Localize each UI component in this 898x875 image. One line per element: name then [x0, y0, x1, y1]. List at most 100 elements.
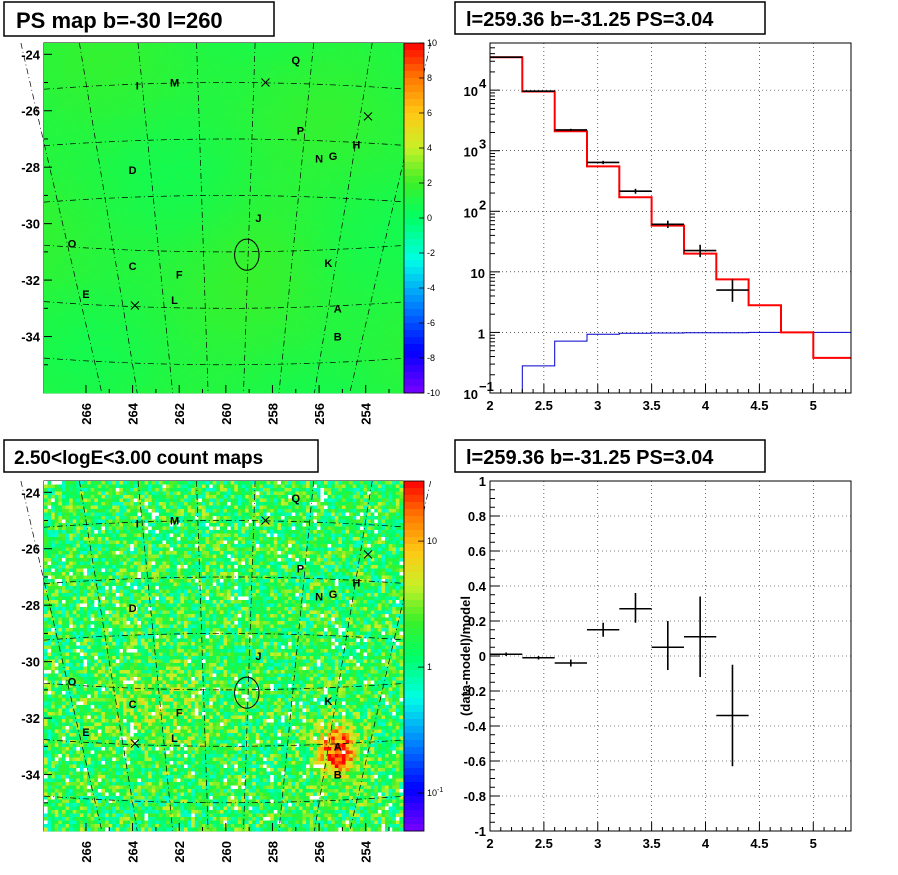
map-pixel: [179, 128, 185, 133]
map-pixel: [111, 299, 117, 304]
map-pixel: [135, 46, 141, 52]
map-pixel: [143, 260, 149, 266]
map-pixel: [211, 50, 216, 56]
map-pixel: [63, 74, 69, 79]
map-pixel: [63, 140, 69, 145]
map-pixel: [131, 221, 137, 227]
map-pixel: [47, 389, 53, 394]
map-pixel: [239, 295, 244, 301]
map-pixel: [107, 221, 113, 227]
map-pixel: [263, 155, 268, 161]
map-pixel: [255, 167, 260, 172]
map-pixel: [207, 183, 212, 188]
map-pixel: [215, 70, 220, 75]
map-pixel: [155, 132, 161, 137]
map-pixel: [119, 280, 125, 285]
map-pixel: [127, 159, 133, 164]
map-pixel: [51, 237, 57, 242]
map-pixel: [143, 179, 149, 184]
map-pixel: [159, 276, 165, 281]
map-pixel: [191, 303, 196, 308]
map-pixel: [127, 155, 133, 161]
map-pixel: [47, 218, 53, 223]
map-pixel: [135, 303, 141, 308]
map-pixel: [231, 140, 236, 145]
map-pixel: [63, 144, 69, 149]
map-pixel: [63, 342, 69, 347]
map-pixel: [59, 120, 65, 126]
map-pixel: [231, 128, 236, 133]
map-pixel: [235, 144, 240, 149]
map-pixel: [51, 225, 57, 231]
map-pixel: [51, 315, 57, 320]
map-pixel: [59, 311, 65, 316]
map-pixel: [47, 338, 53, 343]
map-pixel: [51, 253, 57, 258]
map-pixel: [139, 334, 145, 339]
map-pixel: [99, 128, 105, 133]
map-pixel: [95, 128, 101, 133]
map-pixel: [91, 120, 97, 126]
map-pixel: [259, 124, 264, 129]
map-pixel: [175, 346, 181, 351]
map-pixel: [131, 330, 137, 336]
map-pixel: [67, 385, 73, 390]
map-pixel: [91, 109, 97, 114]
map-pixel: [127, 264, 133, 269]
map-pixel: [251, 136, 256, 141]
map-pixel: [183, 194, 188, 199]
map-pixel: [151, 334, 157, 339]
map-pixel: [215, 167, 220, 172]
map-pixel: [59, 97, 65, 102]
map-pixel: [95, 136, 101, 141]
map-pixel: [107, 288, 113, 293]
map-pixel: [235, 140, 240, 145]
map-pixel: [119, 136, 125, 141]
map-pixel: [203, 93, 208, 98]
map-pixel: [67, 276, 73, 281]
map-pixel: [55, 46, 61, 52]
map-pixel: [87, 89, 93, 94]
map-pixel: [207, 151, 212, 157]
map-pixel: [223, 346, 228, 351]
map-pixel: [127, 46, 133, 52]
map-pixel: [255, 128, 260, 133]
map-pixel: [175, 350, 181, 355]
map-pixel: [187, 225, 192, 231]
map-pixel: [55, 338, 61, 343]
map-pixel: [87, 148, 93, 153]
map-pixel: [227, 113, 232, 118]
map-pixel: [155, 323, 161, 328]
map-pixel: [167, 97, 173, 102]
map-pixel: [251, 163, 256, 168]
map-pixel: [191, 334, 196, 339]
map-pixel: [155, 229, 161, 234]
map-pixel: [187, 210, 192, 215]
map-pixel: [243, 210, 248, 215]
map-pixel: [44, 144, 49, 149]
map-pixel: [195, 377, 200, 382]
map-pixel: [191, 389, 196, 394]
map-pixel: [191, 311, 196, 316]
map-pixel: [115, 214, 121, 219]
map-pixel: [199, 307, 204, 312]
map-pixel: [239, 163, 244, 168]
map-pixel: [131, 43, 137, 48]
map-pixel: [99, 358, 105, 363]
map-pixel: [143, 358, 149, 363]
map-pixel: [139, 144, 145, 149]
map-pixel: [195, 78, 200, 83]
map-pixel: [99, 350, 105, 355]
map-pixel: [123, 116, 129, 122]
map-pixel: [63, 268, 69, 273]
map-pixel: [215, 85, 220, 91]
map-pixel: [75, 109, 81, 114]
map-pixel: [171, 183, 177, 188]
map-pixel: [44, 245, 49, 250]
map-pixel: [179, 214, 185, 219]
map-pixel: [235, 214, 240, 219]
map-pixel: [231, 206, 236, 211]
map-pixel: [55, 155, 61, 161]
map-pixel: [171, 276, 177, 281]
map-pixel: [79, 171, 85, 176]
